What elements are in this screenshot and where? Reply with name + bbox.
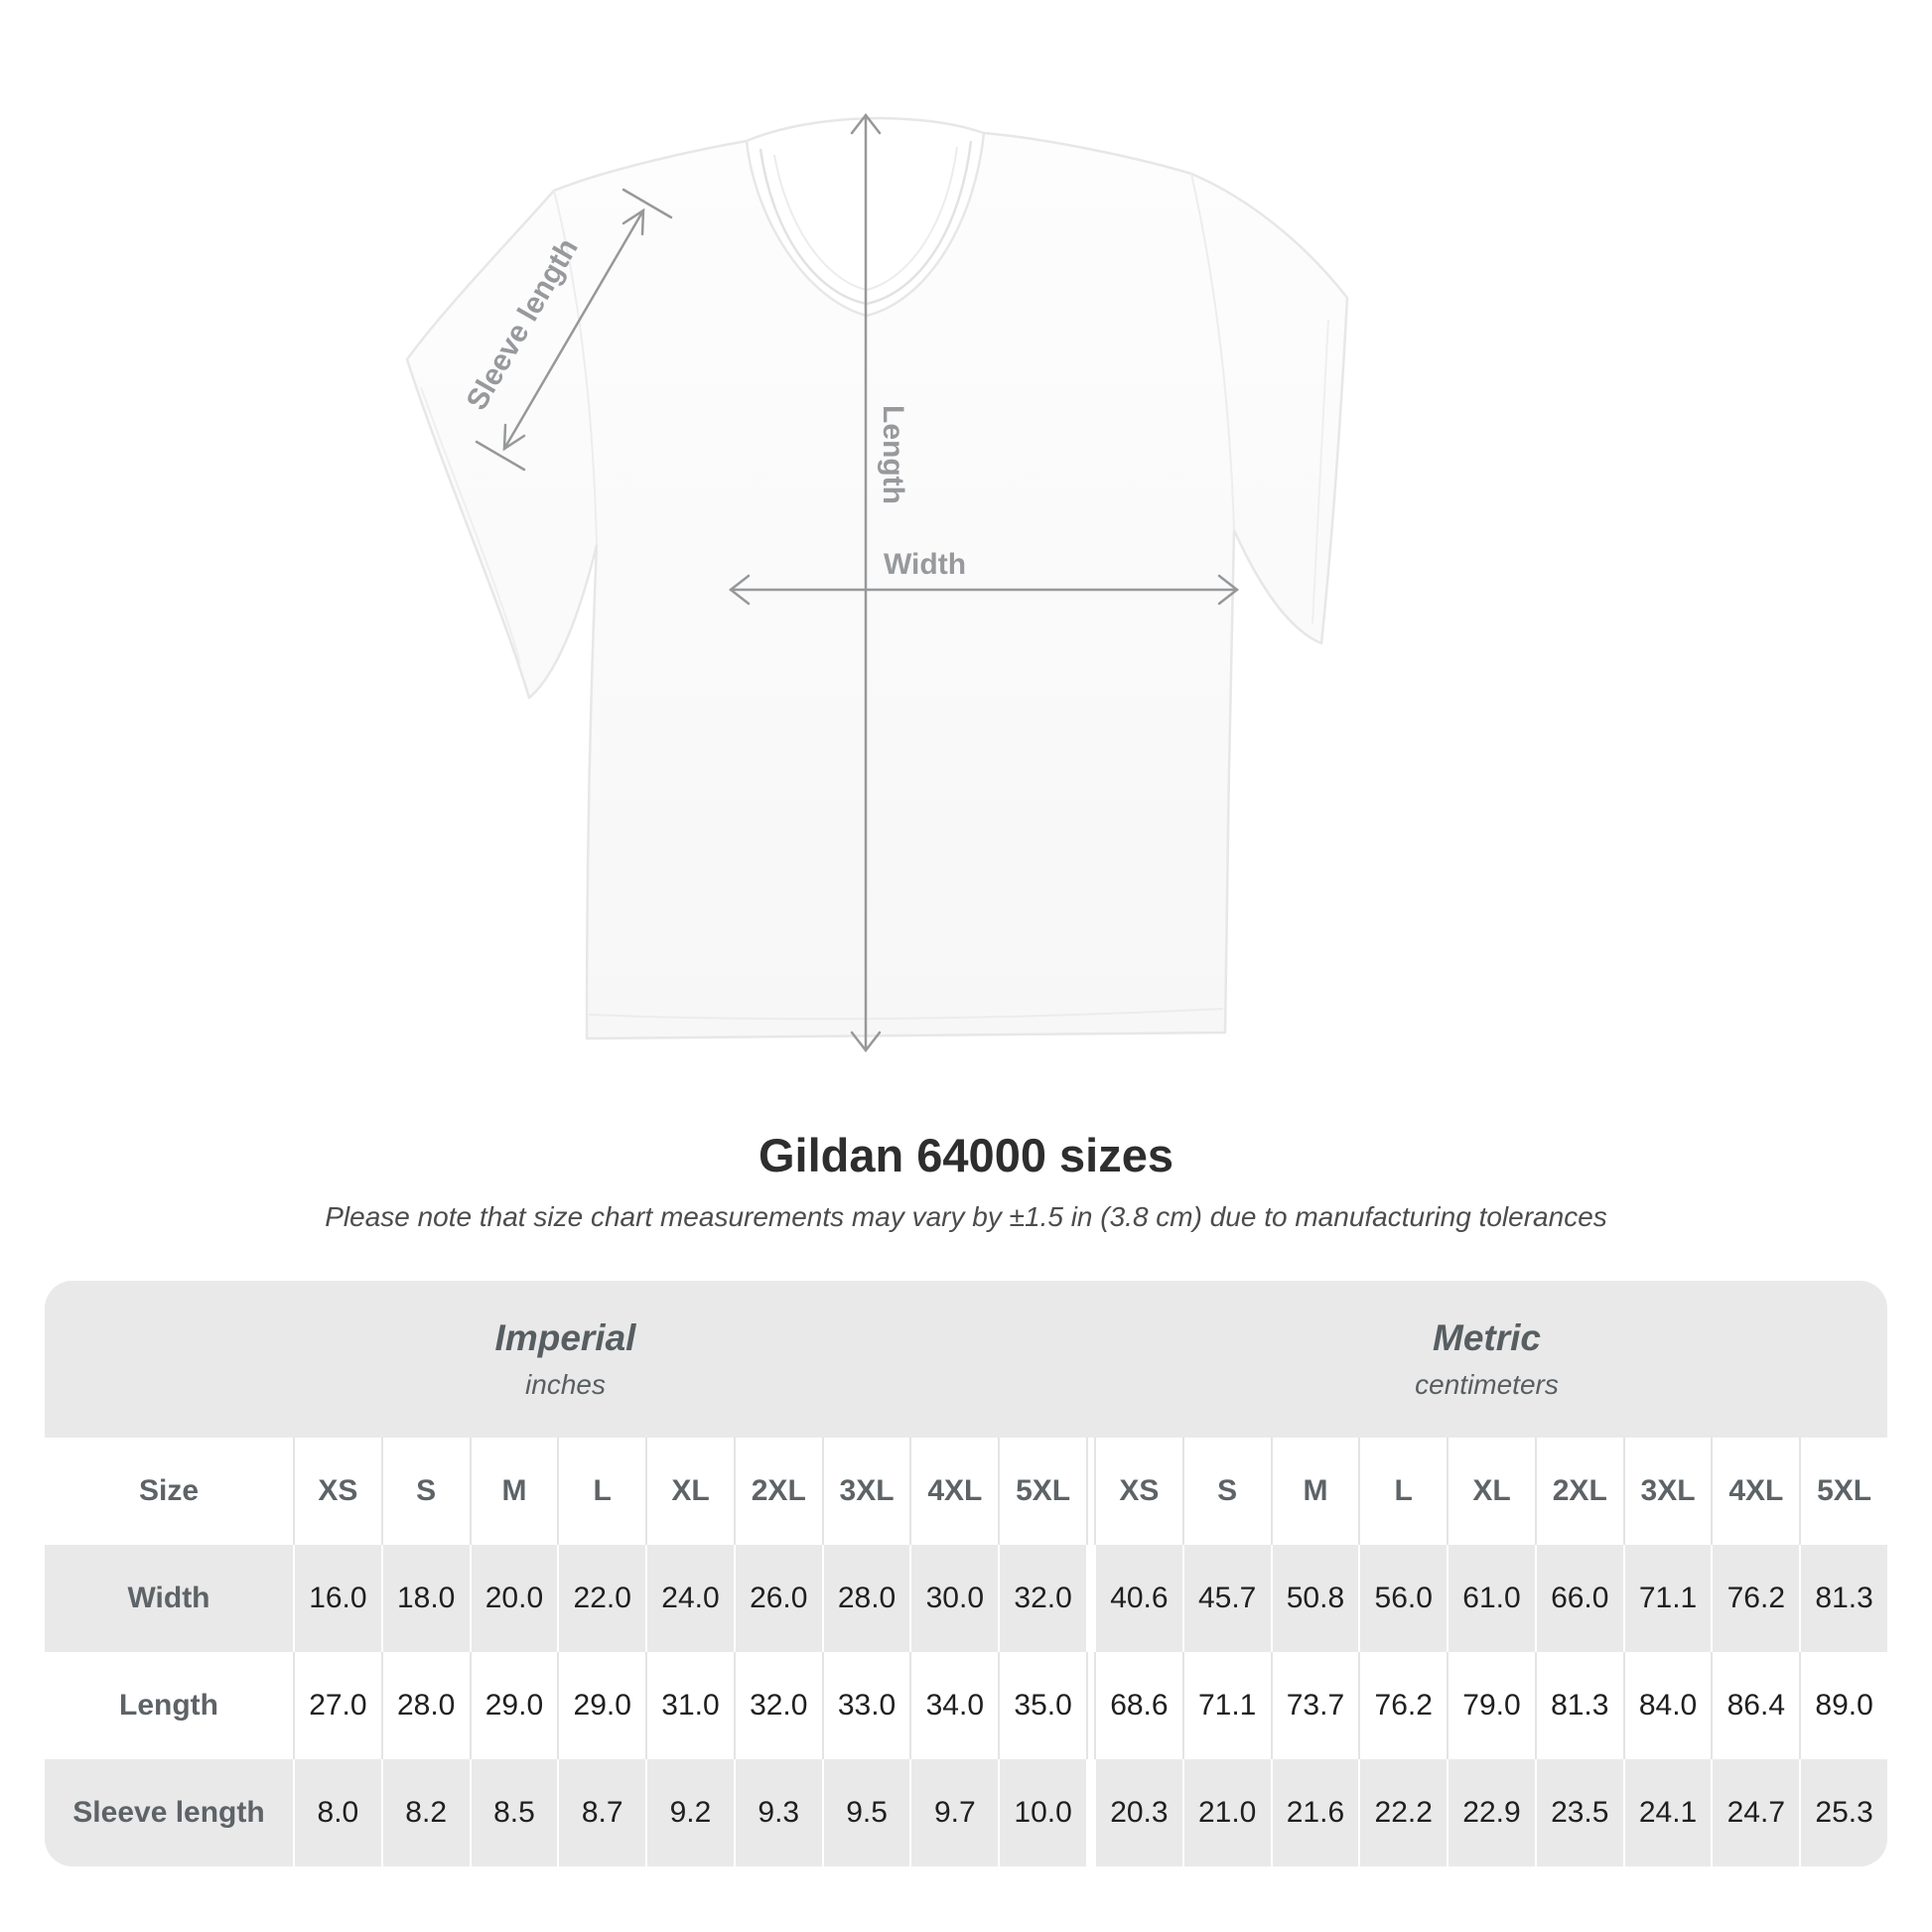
unit-divider xyxy=(1086,1545,1094,1652)
size-header-metric: L xyxy=(1358,1438,1448,1545)
length-imperial-value: 32.0 xyxy=(733,1652,822,1759)
length-imperial-value: 27.0 xyxy=(293,1652,381,1759)
row-label-length: Length xyxy=(45,1652,293,1759)
length-imperial-value: 31.0 xyxy=(645,1652,734,1759)
size-header-imperial: 3XL xyxy=(821,1438,910,1545)
length-imperial-value: 34.0 xyxy=(909,1652,999,1759)
width-imperial-value: 32.0 xyxy=(998,1545,1086,1652)
width-imperial-value: 30.0 xyxy=(909,1545,999,1652)
length-metric-value: 79.0 xyxy=(1447,1652,1535,1759)
width-metric-value: 45.7 xyxy=(1181,1545,1271,1652)
length-label: Length xyxy=(877,405,909,504)
unit-divider xyxy=(1086,1438,1094,1545)
metric-unit-subtitle: centimeters xyxy=(1415,1369,1559,1400)
length-imperial-value: 33.0 xyxy=(821,1652,910,1759)
unit-divider xyxy=(1086,1759,1094,1866)
imperial-unit-name: Imperial xyxy=(494,1317,636,1358)
size-header-metric: XL xyxy=(1447,1438,1535,1545)
width-metric-value: 66.0 xyxy=(1534,1545,1623,1652)
tolerance-note: Please note that size chart measurements… xyxy=(325,1201,1607,1232)
sleeve-imperial-value: 8.5 xyxy=(469,1759,558,1866)
width-label: Width xyxy=(884,548,967,581)
sleeve-metric-value: 20.3 xyxy=(1094,1759,1182,1866)
size-header-imperial: 5XL xyxy=(998,1438,1086,1545)
size-header-metric: 4XL xyxy=(1711,1438,1800,1545)
length-metric-value: 71.1 xyxy=(1181,1652,1271,1759)
width-imperial-value: 16.0 xyxy=(293,1545,381,1652)
sleeve-imperial-value: 8.2 xyxy=(380,1759,470,1866)
sleeve-imperial-value: 8.0 xyxy=(293,1759,381,1866)
size-header-metric: 5XL xyxy=(1799,1438,1887,1545)
length-metric-value: 84.0 xyxy=(1622,1652,1712,1759)
width-metric-value: 50.8 xyxy=(1270,1545,1359,1652)
length-imperial-value: 29.0 xyxy=(469,1652,558,1759)
size-header-metric: XS xyxy=(1094,1438,1182,1545)
imperial-unit-header: Imperial inches xyxy=(45,1281,1086,1438)
width-metric-value: 40.6 xyxy=(1094,1545,1182,1652)
sleeve-imperial-value: 9.7 xyxy=(909,1759,999,1866)
width-metric-value: 76.2 xyxy=(1711,1545,1800,1652)
row-label-width: Width xyxy=(45,1545,293,1652)
length-metric-value: 86.4 xyxy=(1711,1652,1800,1759)
length-imperial-value: 28.0 xyxy=(380,1652,470,1759)
width-imperial-value: 26.0 xyxy=(733,1545,822,1652)
sleeve-metric-value: 21.6 xyxy=(1270,1759,1359,1866)
sleeve-imperial-value: 10.0 xyxy=(998,1759,1086,1866)
width-metric-value: 81.3 xyxy=(1799,1545,1887,1652)
width-imperial-value: 18.0 xyxy=(380,1545,470,1652)
sleeve-metric-value: 24.7 xyxy=(1711,1759,1800,1866)
metric-unit-name: Metric xyxy=(1433,1317,1541,1358)
size-header-metric: 2XL xyxy=(1534,1438,1623,1545)
sleeve-imperial-value: 9.5 xyxy=(821,1759,910,1866)
unit-divider xyxy=(1086,1652,1094,1759)
width-metric-value: 61.0 xyxy=(1447,1545,1535,1652)
page-title: Gildan 64000 sizes xyxy=(758,1129,1174,1181)
size-header-imperial: S xyxy=(380,1438,470,1545)
size-header-imperial: 4XL xyxy=(909,1438,999,1545)
size-header-metric: M xyxy=(1270,1438,1359,1545)
length-metric-value: 76.2 xyxy=(1358,1652,1448,1759)
sleeve-metric-value: 22.9 xyxy=(1447,1759,1535,1866)
sleeve-length-arrow xyxy=(475,188,673,472)
metric-unit-header: Metric centimeters xyxy=(1086,1281,1887,1438)
length-metric-value: 89.0 xyxy=(1799,1652,1887,1759)
length-imperial-value: 35.0 xyxy=(998,1652,1086,1759)
sleeve-metric-value: 23.5 xyxy=(1534,1759,1623,1866)
tshirt-measurement-diagram: Sleeve length Length Width xyxy=(405,112,1349,1053)
sleeve-metric-value: 24.1 xyxy=(1622,1759,1712,1866)
sleeve-imperial-value: 9.2 xyxy=(645,1759,734,1866)
width-metric-value: 56.0 xyxy=(1358,1545,1448,1652)
length-metric-value: 73.7 xyxy=(1270,1652,1359,1759)
sleeve-imperial-value: 9.3 xyxy=(733,1759,822,1866)
size-header-imperial: XS xyxy=(293,1438,381,1545)
sleeve-metric-value: 25.3 xyxy=(1799,1759,1887,1866)
tshirt-image xyxy=(405,112,1349,1053)
row-label-sleeve-length: Sleeve length xyxy=(45,1759,293,1866)
width-metric-value: 71.1 xyxy=(1622,1545,1712,1652)
size-table: Imperial inches Metric centimeters Size … xyxy=(45,1281,1887,1866)
size-header-imperial: L xyxy=(557,1438,646,1545)
width-arrow xyxy=(728,574,1240,606)
imperial-unit-subtitle: inches xyxy=(525,1369,606,1400)
sleeve-metric-value: 22.2 xyxy=(1358,1759,1448,1866)
size-header-imperial: M xyxy=(469,1438,558,1545)
size-header-metric: S xyxy=(1181,1438,1271,1545)
width-imperial-value: 28.0 xyxy=(821,1545,910,1652)
width-imperial-value: 22.0 xyxy=(557,1545,646,1652)
width-imperial-value: 24.0 xyxy=(645,1545,734,1652)
size-header-imperial: XL xyxy=(645,1438,734,1545)
length-arrow xyxy=(850,112,882,1053)
width-imperial-value: 20.0 xyxy=(469,1545,558,1652)
length-imperial-value: 29.0 xyxy=(557,1652,646,1759)
size-header-imperial: 2XL xyxy=(733,1438,822,1545)
length-metric-value: 68.6 xyxy=(1094,1652,1182,1759)
size-column-header: Size xyxy=(45,1438,293,1545)
size-header-metric: 3XL xyxy=(1622,1438,1712,1545)
sleeve-metric-value: 21.0 xyxy=(1181,1759,1271,1866)
length-metric-value: 81.3 xyxy=(1534,1652,1623,1759)
sleeve-imperial-value: 8.7 xyxy=(557,1759,646,1866)
